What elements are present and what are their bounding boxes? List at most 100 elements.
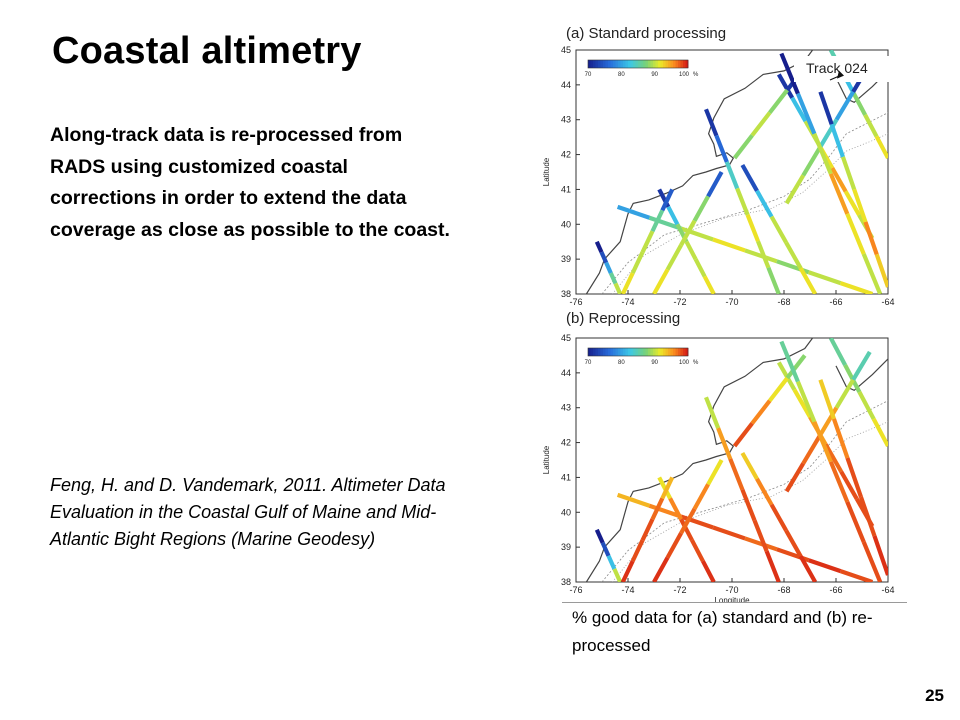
altimetry-figure: (a) Standard processing -76 -74 -72 -70 -68 -… [542, 25, 895, 602]
y-axis-label: Latitude [542, 157, 551, 186]
colorbar-tick-label: 70 [585, 360, 592, 366]
track-segment [828, 460, 850, 503]
track-segment [665, 532, 683, 559]
track-segment [740, 488, 757, 522]
track-segment [808, 270, 842, 286]
colorbar-step [648, 60, 651, 68]
track-segment [829, 123, 845, 158]
track-segment [769, 215, 788, 244]
track-segment [750, 399, 772, 425]
track-segment [701, 560, 716, 582]
colorbar-step [600, 60, 604, 68]
colorbar-step [620, 348, 624, 356]
colorbar-frame [587, 59, 689, 69]
colorbar-step [680, 60, 684, 68]
colorbar-step [603, 348, 606, 356]
x-tick-label: -72 [673, 585, 686, 595]
colorbar-tick-label: 90 [651, 360, 658, 366]
colorbar-step [655, 348, 659, 356]
track-segment [861, 541, 883, 582]
x-tick-label: -70 [725, 585, 738, 595]
colorbar-step [673, 348, 676, 356]
colorbar-step [670, 60, 674, 68]
x-tick-label: -64 [881, 297, 894, 307]
track-segment [823, 443, 844, 473]
track-segment [613, 282, 623, 294]
track-segment [594, 528, 605, 544]
track-segment [712, 237, 746, 253]
colorbar-step [658, 60, 661, 68]
colorbar-step [620, 60, 624, 68]
colorbar-step [623, 60, 626, 68]
track-segment [660, 188, 675, 212]
colorbar-step [628, 60, 631, 68]
colorbar-step [665, 60, 669, 68]
y-tick-label: 39 [561, 254, 571, 264]
track-segment [724, 161, 740, 190]
track-segment [706, 458, 724, 486]
y-tick-label: 42 [561, 438, 571, 448]
colorbar-step [655, 60, 659, 68]
track-segment [599, 251, 609, 264]
track-segment [679, 507, 697, 535]
colorbar-unit: % [693, 360, 699, 366]
track-annotation: Track 024 [806, 60, 868, 76]
colorbar-step [610, 60, 614, 68]
panel-title: (b) Reprocessing [566, 310, 680, 327]
track-segment [679, 518, 694, 542]
track-segment [652, 268, 670, 294]
y-axis-label: Latitude [542, 445, 551, 474]
colorbar-step [650, 348, 654, 356]
track-segment [756, 240, 771, 269]
colorbar-step [678, 60, 681, 68]
colorbar-step [640, 348, 644, 356]
x-tick-label: -76 [569, 297, 582, 307]
track-segment [795, 92, 817, 135]
colorbar-step [675, 348, 679, 356]
track-segment [594, 240, 604, 254]
y-tick-label: 45 [561, 333, 571, 343]
track-segment [858, 496, 877, 537]
colorbar: 70 80 90 100% [585, 347, 699, 366]
colorbar-step [645, 60, 649, 68]
track-segment [828, 338, 847, 366]
track-segment [630, 251, 645, 274]
x-axis-label: Longitude [714, 596, 750, 602]
y-tick-label: 43 [561, 403, 571, 413]
track-segment [620, 272, 635, 294]
y-tick-label: 40 [561, 507, 571, 517]
colorbar-step [633, 348, 636, 356]
track-segment [732, 422, 754, 448]
y-tick-label: 42 [561, 150, 571, 160]
track-segment [640, 230, 655, 254]
y-tick-label: 44 [561, 368, 571, 378]
colorbar-step [685, 60, 689, 68]
colorbar-step [680, 348, 684, 356]
track-segment [792, 388, 812, 419]
colorbar: 70 80 90 100% [585, 59, 699, 78]
colorbar-frame [587, 347, 689, 357]
track-segment [732, 134, 754, 160]
caption-divider [562, 602, 907, 603]
track-segment [750, 111, 772, 137]
map-panel-reprocessing: (b) Reprocessing -76 -74 -72 -70 -68 -66 -64 38… [542, 310, 895, 602]
colorbar-step [588, 60, 591, 68]
y-tick-label: 40 [561, 219, 571, 229]
colorbar-step [625, 60, 629, 68]
colorbar-step [673, 60, 676, 68]
colorbar-step [590, 348, 594, 356]
track-segment [872, 535, 888, 576]
colorbar-unit: % [693, 72, 699, 78]
colorbar-step [638, 348, 641, 356]
track-segment [648, 215, 682, 231]
x-tick-label: -74 [621, 585, 634, 595]
track-segment [874, 135, 888, 160]
track-segment [852, 188, 868, 223]
track-segment [845, 213, 866, 255]
track-segment [776, 73, 794, 99]
track-segment [831, 418, 850, 459]
track-segment [798, 267, 818, 294]
track-segment [692, 483, 710, 510]
track-segment [693, 258, 707, 278]
track-segment [830, 166, 848, 193]
